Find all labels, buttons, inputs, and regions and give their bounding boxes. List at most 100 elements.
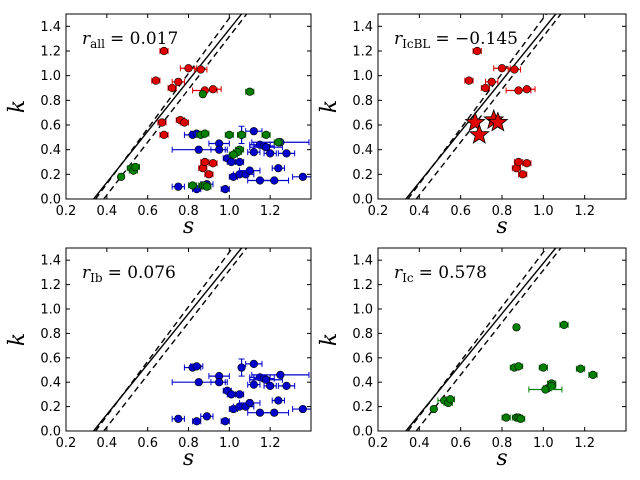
data-point bbox=[249, 359, 258, 369]
plot-area bbox=[378, 248, 626, 431]
data-point bbox=[276, 370, 285, 379]
data-point bbox=[588, 370, 598, 379]
x-axis-label: s bbox=[496, 446, 507, 471]
chart-panel-1: 0.2 0.4 0.6 0.8 1.0 1.20.00.20.40.60.81.01.21… bbox=[5, 13, 312, 239]
data-point bbox=[200, 157, 209, 167]
x-tick-label: 0.2 bbox=[56, 436, 77, 451]
y-tick-label: 0.8 bbox=[352, 327, 373, 342]
x-tick-label: 0.2 bbox=[56, 204, 77, 219]
y-tick-label: 0.8 bbox=[40, 94, 61, 109]
data-point bbox=[298, 172, 307, 181]
series-ic-bl bbox=[464, 46, 536, 179]
data-point bbox=[237, 130, 246, 139]
data-point bbox=[487, 77, 496, 86]
x-tick-label: 0.8 bbox=[492, 436, 513, 451]
y-tick-label: 1.4 bbox=[40, 254, 61, 269]
data-point bbox=[464, 76, 474, 85]
y-tick-label: 0.6 bbox=[40, 351, 61, 366]
y-tick-label: 0.8 bbox=[40, 327, 61, 342]
data-point bbox=[188, 181, 197, 190]
data-point bbox=[200, 129, 209, 138]
series-ic-bl-grb- bbox=[464, 108, 509, 144]
data-point bbox=[274, 138, 283, 147]
series-ic bbox=[117, 87, 283, 191]
data-point-star bbox=[468, 123, 490, 144]
data-point bbox=[512, 323, 521, 332]
reference-line-dashed-2 bbox=[95, 14, 233, 199]
plot-area bbox=[66, 248, 311, 431]
y-tick-label: 0.4 bbox=[352, 143, 373, 158]
annotation-subscript: all bbox=[90, 37, 105, 51]
correlation-annotation: rIb = 0.076 bbox=[82, 263, 176, 285]
y-tick-label: 0.2 bbox=[352, 168, 373, 183]
data-point bbox=[221, 185, 230, 194]
data-point bbox=[235, 157, 244, 167]
annotation-value: = 0.017 bbox=[110, 29, 178, 49]
data-point bbox=[159, 130, 169, 139]
data-point bbox=[261, 130, 271, 139]
data-point bbox=[576, 364, 585, 373]
y-tick-label: 1.4 bbox=[40, 20, 61, 35]
x-tick-label: 1.0 bbox=[219, 436, 240, 451]
data-point bbox=[245, 166, 254, 175]
data-point bbox=[174, 182, 183, 191]
reference-line-dashed-3 bbox=[415, 248, 562, 431]
data-point bbox=[245, 398, 254, 408]
data-point bbox=[174, 414, 183, 423]
data-point bbox=[204, 170, 214, 179]
x-tick-label: 0.6 bbox=[450, 204, 471, 219]
y-axis-label: k bbox=[317, 333, 342, 346]
data-point bbox=[208, 159, 218, 168]
y-tick-label: 0.2 bbox=[352, 400, 373, 415]
annotation-subscript: IcBL bbox=[402, 37, 430, 51]
data-point bbox=[514, 157, 523, 167]
data-point bbox=[215, 145, 224, 154]
data-point bbox=[202, 412, 211, 421]
x-tick-label: 0.8 bbox=[492, 204, 513, 219]
correlation-annotation: rIcBL = −0.145 bbox=[394, 29, 518, 51]
data-point bbox=[502, 413, 511, 422]
data-point bbox=[208, 85, 218, 94]
y-tick-label: 0.0 bbox=[40, 193, 61, 208]
data-point bbox=[266, 149, 275, 158]
plot-data bbox=[93, 248, 311, 431]
y-tick-label: 0.8 bbox=[352, 94, 373, 109]
data-point bbox=[261, 375, 271, 384]
y-tick-label: 0.0 bbox=[352, 425, 373, 440]
data-point bbox=[245, 87, 254, 96]
y-tick-label: 1.0 bbox=[40, 303, 61, 318]
y-tick-label: 0.6 bbox=[352, 119, 373, 134]
data-point bbox=[541, 385, 550, 394]
data-point-star bbox=[464, 111, 486, 132]
data-point bbox=[282, 149, 291, 158]
x-tick-label: 0.6 bbox=[450, 436, 471, 451]
y-tick-label: 0.0 bbox=[352, 193, 373, 208]
plot-area bbox=[66, 14, 311, 199]
data-point bbox=[497, 64, 507, 73]
data-point bbox=[192, 362, 201, 371]
data-point bbox=[202, 182, 211, 191]
series-ic bbox=[429, 320, 598, 423]
data-point bbox=[518, 170, 527, 179]
reference-line-dashed-2 bbox=[407, 248, 547, 431]
plot-data bbox=[405, 248, 598, 431]
x-tick-label: 1.2 bbox=[574, 204, 595, 219]
annotation-value: = 0.578 bbox=[419, 263, 487, 283]
x-tick-label: 0.2 bbox=[368, 204, 389, 219]
x-tick-label: 1.2 bbox=[260, 436, 281, 451]
x-tick-label: 0.4 bbox=[409, 436, 430, 451]
x-tick-label: 0.6 bbox=[137, 204, 158, 219]
annotation-symbol: r bbox=[82, 29, 91, 49]
y-tick-label: 0.4 bbox=[40, 376, 61, 391]
x-axis-label: s bbox=[496, 214, 507, 239]
x-tick-label: 1.0 bbox=[533, 436, 554, 451]
data-point bbox=[516, 414, 525, 423]
reference-line-solid-1 bbox=[405, 248, 557, 431]
data-point bbox=[522, 159, 531, 168]
data-point bbox=[261, 143, 271, 152]
y-axis-label: k bbox=[5, 333, 30, 346]
plot-data bbox=[93, 14, 311, 199]
data-point bbox=[196, 65, 205, 74]
data-point bbox=[249, 380, 258, 389]
